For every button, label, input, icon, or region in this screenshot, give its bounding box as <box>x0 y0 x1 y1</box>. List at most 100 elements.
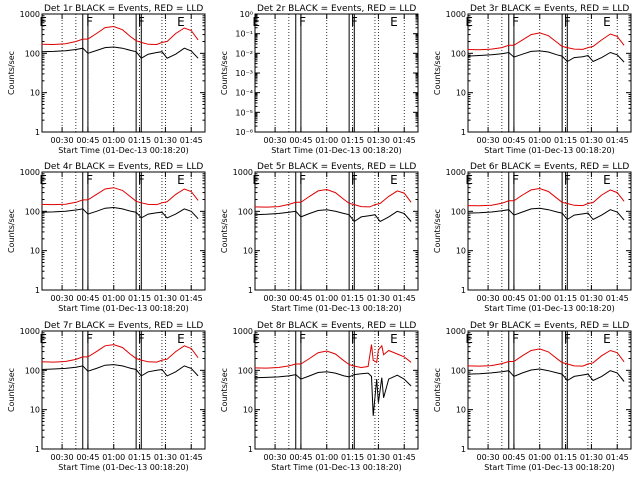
marker-label: F <box>86 15 93 29</box>
panel-det-2: Det 2r BLACK = Events, RED = LLD 10⁻⁶ 10⁻⁵… <box>220 4 419 155</box>
y-tick-label: 10⁰ <box>240 10 253 19</box>
x-tick-label: 01:15 <box>128 294 151 303</box>
x-tick-label: 01:30 <box>154 136 177 145</box>
x-tick-label: 01:45 <box>606 136 629 145</box>
x-tick-label: 00:45 <box>502 136 525 145</box>
y-tick-label: 1000 <box>446 327 466 336</box>
marker-label: E <box>390 332 398 346</box>
marker-label: E <box>390 173 398 187</box>
x-tick-label: 01:00 <box>102 294 125 303</box>
x-tick-label: 01:15 <box>128 453 151 462</box>
x-tick-label: 01:30 <box>367 294 390 303</box>
x-tick-label: 01:15 <box>554 453 577 462</box>
marker-label: E <box>39 173 47 187</box>
marker-label: E <box>177 15 185 29</box>
x-tick-label: 00:30 <box>51 294 74 303</box>
events-series-line <box>41 46 199 59</box>
marker-label: F <box>86 332 93 346</box>
x-tick-label: 01:00 <box>528 294 551 303</box>
x-tick-label: 00:30 <box>477 136 500 145</box>
y-tick-label: 1 <box>461 286 466 295</box>
marker-label: F <box>564 173 571 187</box>
y-tick-label: 1 <box>461 445 466 454</box>
marker-label: F <box>512 173 519 187</box>
x-tick-label: 01:45 <box>180 294 203 303</box>
marker-label: F <box>512 15 519 29</box>
events-series-line <box>41 206 199 220</box>
x-tick-label: 01:45 <box>393 294 416 303</box>
marker-label: F <box>86 173 93 187</box>
panel-det-9: Det 9r BLACK = Events, RED = LLD 1 10 100 10… <box>433 321 632 472</box>
marker-label: F <box>138 15 145 29</box>
plot-frame <box>254 171 419 291</box>
y-tick-label: 100 <box>451 366 466 375</box>
y-axis-label: Counts/sec <box>433 51 442 95</box>
y-tick-label: 10⁻¹ <box>235 30 253 39</box>
marker-label: E <box>177 332 185 346</box>
marker-label: E <box>465 173 473 187</box>
marker-label: E <box>252 173 260 187</box>
x-tick-label: 00:30 <box>264 453 287 462</box>
panel-title: Det 4r BLACK = Events, RED = LLD <box>44 162 203 172</box>
y-tick-label: 10⁻³ <box>235 69 253 78</box>
y-tick-label: 1 <box>35 445 40 454</box>
marker-label: F <box>564 332 571 346</box>
plot-frame <box>254 330 419 450</box>
x-tick-label: 00:30 <box>477 294 500 303</box>
y-tick-label: 10 <box>456 406 466 415</box>
y-tick-label: 1000 <box>233 168 253 177</box>
marker-label: E <box>39 332 47 346</box>
y-tick-label: 100 <box>25 49 40 58</box>
x-axis-label: Start Time (01-Dec-13 00:18:20) <box>271 463 402 472</box>
y-axis-label: Counts/sec <box>433 368 442 412</box>
marker-label: F <box>299 332 306 346</box>
marker-label: E <box>465 15 473 29</box>
events-series-line <box>467 368 625 382</box>
marker-label: E <box>603 332 611 346</box>
x-axis-label: Start Time (01-Dec-13 00:18:20) <box>58 463 189 472</box>
panel-det-5: Det 5r BLACK = Events, RED = LLD 1 10 100 10… <box>220 162 419 313</box>
marker-label: F <box>138 332 145 346</box>
marker-label: F <box>351 15 358 29</box>
panel-title: Det 7r BLACK = Events, RED = LLD <box>44 321 203 331</box>
y-axis-label: Counts/sec <box>7 209 16 253</box>
x-tick-label: 01:00 <box>528 136 551 145</box>
x-tick-label: 00:45 <box>502 294 525 303</box>
y-tick-label: 1000 <box>20 327 40 336</box>
x-axis-label: Start Time (01-Dec-13 00:18:20) <box>484 463 615 472</box>
y-tick-label: 10⁻⁶ <box>235 128 253 137</box>
x-tick-label: 00:45 <box>76 453 99 462</box>
y-tick-label: 1000 <box>446 10 466 19</box>
marker-label: E <box>390 15 398 29</box>
x-tick-label: 01:00 <box>102 453 125 462</box>
y-tick-label: 1000 <box>20 168 40 177</box>
y-tick-label: 10⁻⁴ <box>235 89 253 98</box>
panel-title: Det 9r BLACK = Events, RED = LLD <box>470 321 629 331</box>
x-tick-label: 01:15 <box>554 294 577 303</box>
y-tick-label: 10 <box>456 247 466 256</box>
x-tick-label: 01:00 <box>102 136 125 145</box>
events-series-line <box>41 364 199 377</box>
y-axis-label: Counts/sec <box>220 209 229 253</box>
y-tick-label: 10 <box>243 247 253 256</box>
x-tick-label: 01:15 <box>341 294 364 303</box>
marker-label: E <box>465 332 473 346</box>
panel-det-1: Det 1r BLACK = Events, RED = LLD 1 10 100 10… <box>7 4 206 155</box>
x-tick-label: 00:30 <box>264 136 287 145</box>
x-tick-label: 00:45 <box>289 294 312 303</box>
x-axis-label: Start Time (01-Dec-13 00:18:20) <box>484 146 615 155</box>
x-tick-label: 01:45 <box>180 453 203 462</box>
marker-label: E <box>177 173 185 187</box>
marker-label: F <box>299 173 306 187</box>
panel-title: Det 2r BLACK = Events, RED = LLD <box>257 4 416 14</box>
x-tick-label: 01:00 <box>315 294 338 303</box>
y-tick-label: 100 <box>25 207 40 216</box>
marker-label: E <box>252 332 260 346</box>
panel-det-6: Det 6r BLACK = Events, RED = LLD 1 10 100 10… <box>433 162 632 313</box>
marker-label: F <box>351 173 358 187</box>
x-tick-label: 01:15 <box>341 453 364 462</box>
x-tick-label: 01:00 <box>315 453 338 462</box>
lld-series-line <box>467 32 625 51</box>
y-tick-label: 10 <box>243 406 253 415</box>
lld-series-line <box>41 187 199 206</box>
